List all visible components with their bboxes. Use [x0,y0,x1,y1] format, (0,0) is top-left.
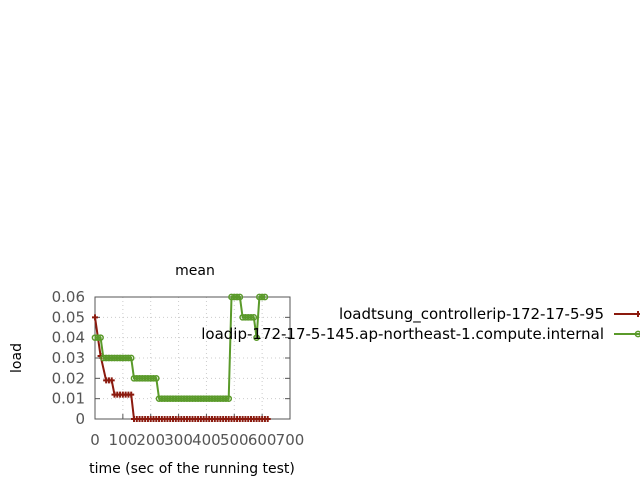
y-axis: 0 0.01 0.02 0.03 0.04 0.05 0.06 [52,288,290,428]
data-point [634,330,640,338]
data-point [236,293,244,301]
x-axis-label: time (sec of the running test) [89,461,295,477]
x-tick-label: 100 [109,431,138,449]
x-tick-label: 600 [248,431,277,449]
series-2 [91,293,269,403]
data-point [150,374,157,382]
y-tick-label: 0 [75,410,85,428]
data-point [97,334,104,342]
plot-series [91,293,271,422]
legend-label: loadip-172-17-5-145.ap-northeast-1.compu… [201,325,604,343]
legend-label: loadtsung_controllerip-172-17-5-95 [339,305,604,324]
data-point [264,416,271,422]
data-point [94,334,102,342]
y-tick-label: 0.05 [52,308,85,326]
data-point [253,334,260,342]
x-axis: 0 100 200 300 400 500 600 700 [90,414,304,449]
y-axis-label: load [9,343,25,373]
data-point [152,374,160,382]
x-tick-label: 500 [220,431,249,449]
y-tick-label: 0.04 [52,329,85,347]
data-point [233,293,241,301]
x-tick-label: 400 [192,431,221,449]
series-1 [92,314,271,422]
data-point [261,293,269,301]
data-point [125,354,132,362]
data-point [258,293,266,301]
data-point [247,313,255,321]
x-tick-label: 0 [90,431,100,449]
legend: loadtsung_controllerip-172-17-5-95loadip… [201,305,640,343]
chart-title: mean [175,263,215,279]
data-point [250,313,258,321]
y-tick-label: 0.01 [52,390,85,408]
data-point [128,391,135,398]
x-tick-label: 700 [276,431,305,449]
x-tick-label: 300 [164,431,193,449]
x-tick-label: 200 [136,431,165,449]
y-tick-label: 0.06 [52,288,85,306]
y-tick-label: 0.02 [52,369,85,387]
data-point [108,377,115,384]
data-point [222,395,230,403]
data-point [127,354,135,362]
y-tick-label: 0.03 [52,349,85,367]
data-point [225,395,233,403]
data-point [635,311,640,317]
data-point [92,314,98,321]
series-line [95,296,265,400]
